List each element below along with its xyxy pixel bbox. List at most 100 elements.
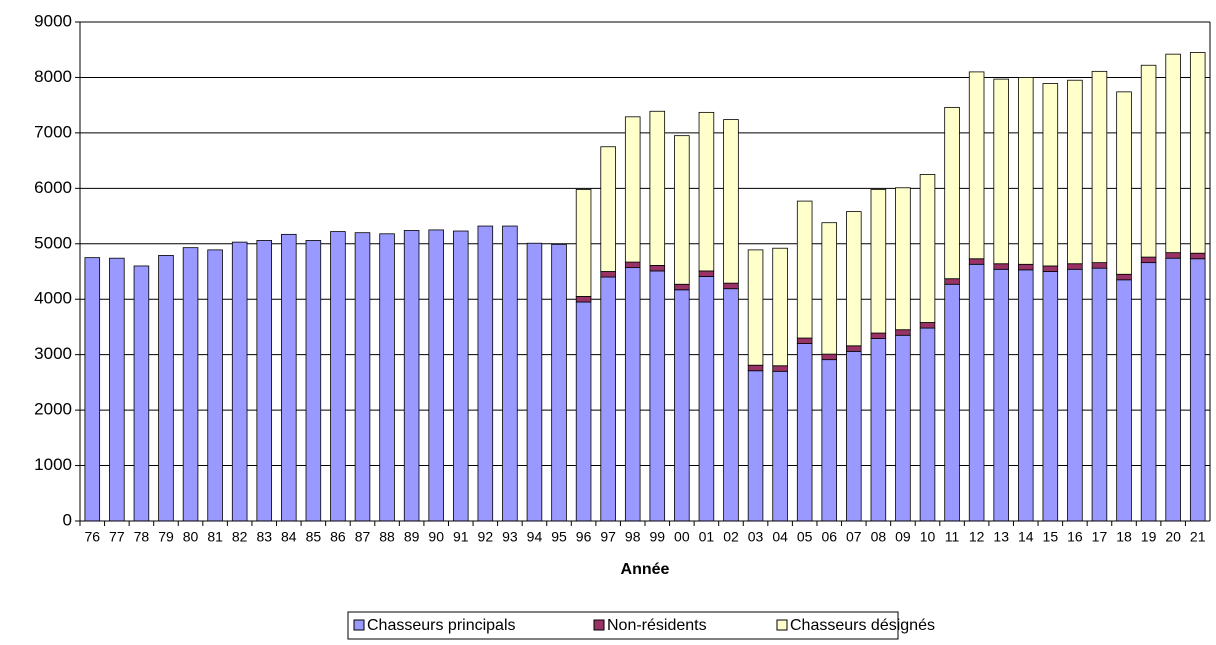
bar-segment xyxy=(624,116,641,263)
bar-segment xyxy=(772,247,788,367)
x-tick-label: 19 xyxy=(1141,529,1157,545)
bar-segment xyxy=(723,288,739,522)
bar-segment xyxy=(870,338,887,522)
legend-swatch xyxy=(593,619,605,631)
x-tick-label: 84 xyxy=(281,529,297,545)
bar-segment xyxy=(600,271,616,278)
y-tick-label: 7000 xyxy=(34,122,72,141)
bar-segment xyxy=(600,276,616,522)
bar-segment xyxy=(1042,265,1059,272)
x-tick-label: 21 xyxy=(1190,529,1206,545)
bar-segment xyxy=(1189,252,1206,260)
y-tick-label: 2000 xyxy=(34,400,72,419)
x-tick-label: 07 xyxy=(846,529,862,545)
x-tick-label: 16 xyxy=(1067,529,1083,545)
bar-segment xyxy=(133,265,150,522)
bar-segment xyxy=(281,233,297,522)
x-tick-label: 92 xyxy=(478,529,494,545)
x-tick-label: 96 xyxy=(576,529,592,545)
bar-segment xyxy=(698,270,715,277)
bar-segment xyxy=(723,282,739,290)
bar-segment xyxy=(575,296,592,303)
bar-segment xyxy=(649,270,666,522)
bar-segment xyxy=(624,267,641,522)
x-tick-label: 11 xyxy=(945,529,960,545)
y-tick-label: 1000 xyxy=(34,455,72,474)
x-tick-label: 82 xyxy=(232,529,248,545)
bar-segment xyxy=(600,146,616,272)
bar-segment xyxy=(993,268,1009,522)
bar-segment xyxy=(649,265,666,272)
bar-segment xyxy=(330,231,346,522)
bar-segment xyxy=(1042,271,1059,522)
legend-swatch xyxy=(353,619,365,631)
y-tick-label: 9000 xyxy=(34,11,72,30)
bar-segment xyxy=(747,364,764,372)
bar-segment xyxy=(551,243,567,522)
legend-swatch xyxy=(776,619,788,631)
bar-segment xyxy=(1067,263,1083,270)
x-tick-label: 05 xyxy=(797,529,813,545)
bar-segment xyxy=(919,174,936,323)
bar-segment xyxy=(944,106,960,280)
x-tick-label: 86 xyxy=(330,529,346,545)
bar-segment xyxy=(919,322,936,329)
bar-segment xyxy=(870,332,887,339)
bar-segment xyxy=(1017,77,1034,265)
bar-segment xyxy=(821,222,838,355)
bar-segment xyxy=(1116,273,1132,281)
bar-segment xyxy=(993,263,1009,270)
bar-segment xyxy=(895,329,911,336)
bar-segment xyxy=(84,257,101,522)
bar-segment xyxy=(256,240,273,522)
x-tick-label: 18 xyxy=(1116,529,1132,545)
x-tick-label: 94 xyxy=(527,529,543,545)
bar-segment xyxy=(207,249,223,522)
bar-segment xyxy=(944,283,960,522)
bar-segment xyxy=(379,233,395,522)
x-tick-label: 08 xyxy=(871,529,887,545)
bar-segment xyxy=(821,359,838,522)
bar-segment xyxy=(919,327,936,522)
x-tick-label: 76 xyxy=(84,529,100,545)
x-tick-label: 03 xyxy=(748,529,764,545)
bar-segment xyxy=(1189,52,1206,254)
bar-segment xyxy=(452,230,469,522)
x-tick-label: 01 xyxy=(699,529,715,545)
y-tick-label: 6000 xyxy=(34,178,72,197)
bar-segment xyxy=(895,187,911,331)
x-tick-label: 97 xyxy=(600,529,616,545)
bar-segment xyxy=(968,71,985,260)
bar-segment xyxy=(846,350,862,522)
bar-segment xyxy=(354,232,371,522)
bar-segment xyxy=(698,276,715,522)
legend-label: Non-résidents xyxy=(607,617,707,634)
bar-segment xyxy=(993,78,1009,265)
x-tick-label: 06 xyxy=(821,529,837,545)
bar-segment xyxy=(772,365,788,372)
bar-segment xyxy=(182,247,199,522)
x-tick-label: 09 xyxy=(895,529,911,545)
x-tick-label: 95 xyxy=(551,529,567,545)
bar-segment xyxy=(1165,252,1181,259)
bar-segment xyxy=(109,257,125,522)
x-tick-label: 10 xyxy=(920,529,936,545)
x-tick-label: 77 xyxy=(109,529,125,545)
x-tick-label: 80 xyxy=(183,529,199,545)
x-tick-label: 14 xyxy=(1018,529,1034,545)
x-tick-label: 91 xyxy=(453,529,469,545)
bar-segment xyxy=(1017,263,1034,271)
bar-segment xyxy=(895,334,911,522)
bar-segment xyxy=(1067,268,1083,522)
bar-segment xyxy=(575,301,592,522)
bar-segment xyxy=(821,353,838,361)
bar-segment xyxy=(1091,262,1108,269)
bar-segment xyxy=(968,258,985,265)
bar-segment xyxy=(428,229,444,522)
bar-segment xyxy=(846,345,862,352)
bar-segment xyxy=(1042,83,1059,267)
legend-label: Chasseurs principals xyxy=(367,617,516,634)
y-tick-label: 3000 xyxy=(34,344,72,363)
bar-segment xyxy=(158,255,174,522)
